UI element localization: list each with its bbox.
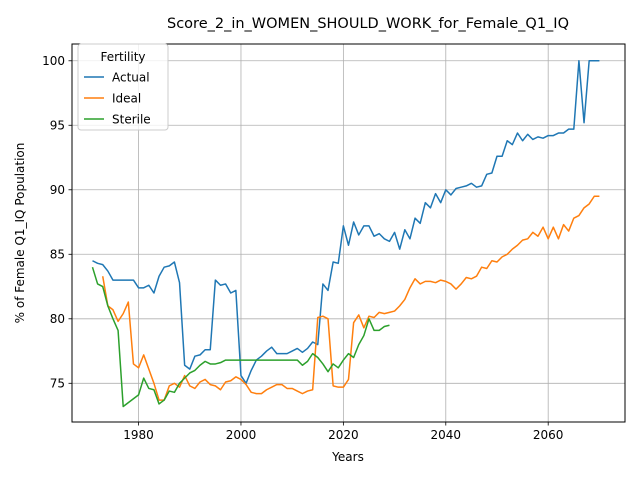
chart-title: Score_2_in_WOMEN_SHOULD_WORK_for_Female_… (167, 16, 569, 32)
legend-title: Fertility (100, 50, 145, 64)
y-tick-label: 100 (42, 54, 65, 68)
legend-label-actual: Actual (112, 70, 150, 84)
series-line-actual (92, 60, 600, 385)
series-line-sterile (91, 266, 390, 408)
grid-lines (72, 44, 625, 422)
y-tick-label: 95 (50, 119, 65, 133)
series-layer (91, 60, 600, 408)
x-tick-label: 2040 (431, 428, 462, 442)
x-tick-label: 1980 (123, 428, 154, 442)
y-tick-label: 75 (50, 377, 65, 391)
x-tick-label: 2020 (328, 428, 359, 442)
y-tick-label: 85 (50, 248, 65, 262)
y-axis: 75 80 85 90 95 100 (42, 54, 72, 391)
legend-box (77, 43, 169, 131)
x-tick-label: 2060 (533, 428, 564, 442)
legend-label-sterile: Sterile (112, 112, 151, 126)
y-axis-label: % of Female Q1_IQ Population (13, 143, 27, 324)
legend: Fertility Actual Ideal Sterile (77, 43, 169, 131)
plot-frame (71, 43, 626, 423)
y-tick-label: 80 (50, 312, 65, 326)
legend-label-ideal: Ideal (112, 91, 141, 105)
x-tick-label: 2000 (226, 428, 257, 442)
x-axis-label: Years (331, 450, 364, 464)
x-axis: 1980 2000 2020 2040 2060 (123, 422, 563, 442)
y-tick-label: 90 (50, 183, 65, 197)
